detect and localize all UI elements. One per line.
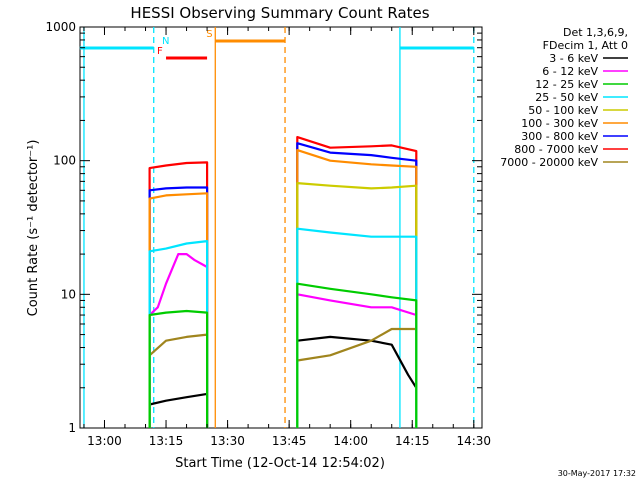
legend-detector-info: Det 1,3,6,9, (563, 26, 628, 39)
x-tick-label: 14:30 (456, 434, 491, 448)
flag-label: N (162, 36, 169, 47)
series-line (296, 227, 418, 428)
legend-entry: 6 - 12 keV (542, 65, 598, 78)
series-line (296, 182, 418, 428)
x-tick-label: 13:30 (210, 434, 245, 448)
y-tick-label: 1000 (45, 20, 76, 34)
flag-label: F (157, 46, 163, 57)
y-tick-label: 10 (61, 287, 76, 301)
legend-entry: 800 - 7000 keV (514, 143, 598, 156)
x-tick-label: 14:00 (333, 434, 368, 448)
series-lines (148, 136, 418, 428)
series-line (148, 161, 209, 428)
legend-entry: 300 - 800 keV (521, 130, 598, 143)
legend-entry: 25 - 50 keV (535, 91, 598, 104)
x-tick-label: 13:15 (149, 434, 184, 448)
x-tick-label: 14:15 (395, 434, 430, 448)
series-line (296, 149, 418, 428)
y-tick-label: 1 (68, 421, 76, 435)
footer-timestamp: 30-May-2017 17:32 (558, 469, 636, 478)
y-tick-label: 100 (53, 154, 76, 168)
legend-entry: 100 - 300 keV (521, 117, 598, 130)
axes: 13:00 13:15 13:30 13:45 14:00 14:15 14:30 1 10 10… (45, 20, 491, 448)
legend-detector-info: FDecim 1, Att 0 (543, 39, 628, 52)
x-tick-label: 13:45 (272, 434, 307, 448)
series-line (148, 333, 209, 428)
legend-entry: 7000 - 20000 keV (500, 156, 598, 169)
plot-frame (79, 26, 483, 429)
series-line (148, 309, 209, 428)
series-line (296, 327, 418, 428)
series-line (148, 192, 209, 428)
series-line (296, 335, 418, 428)
flag-label: S (206, 29, 212, 40)
x-tick-label: 13:00 (87, 434, 122, 448)
legend-entry: 50 - 100 keV (528, 104, 598, 117)
series-line (148, 392, 209, 428)
series-line (148, 253, 209, 428)
series-line (148, 240, 209, 428)
series-line (296, 136, 418, 428)
y-axis-label: Count Rate (s⁻¹ detector⁻¹) (26, 140, 41, 317)
status-flags: FN S (79, 29, 474, 60)
series-line (296, 282, 418, 428)
legend-entry: 12 - 25 keV (535, 78, 598, 91)
series-line (296, 293, 418, 428)
legend-entry: 3 - 6 keV (549, 52, 598, 65)
x-axis-label: Start Time (12-Oct-14 12:54:02) (175, 456, 385, 471)
series-line (296, 142, 418, 428)
chart-title: HESSI Observing Summary Count Rates (130, 4, 429, 22)
